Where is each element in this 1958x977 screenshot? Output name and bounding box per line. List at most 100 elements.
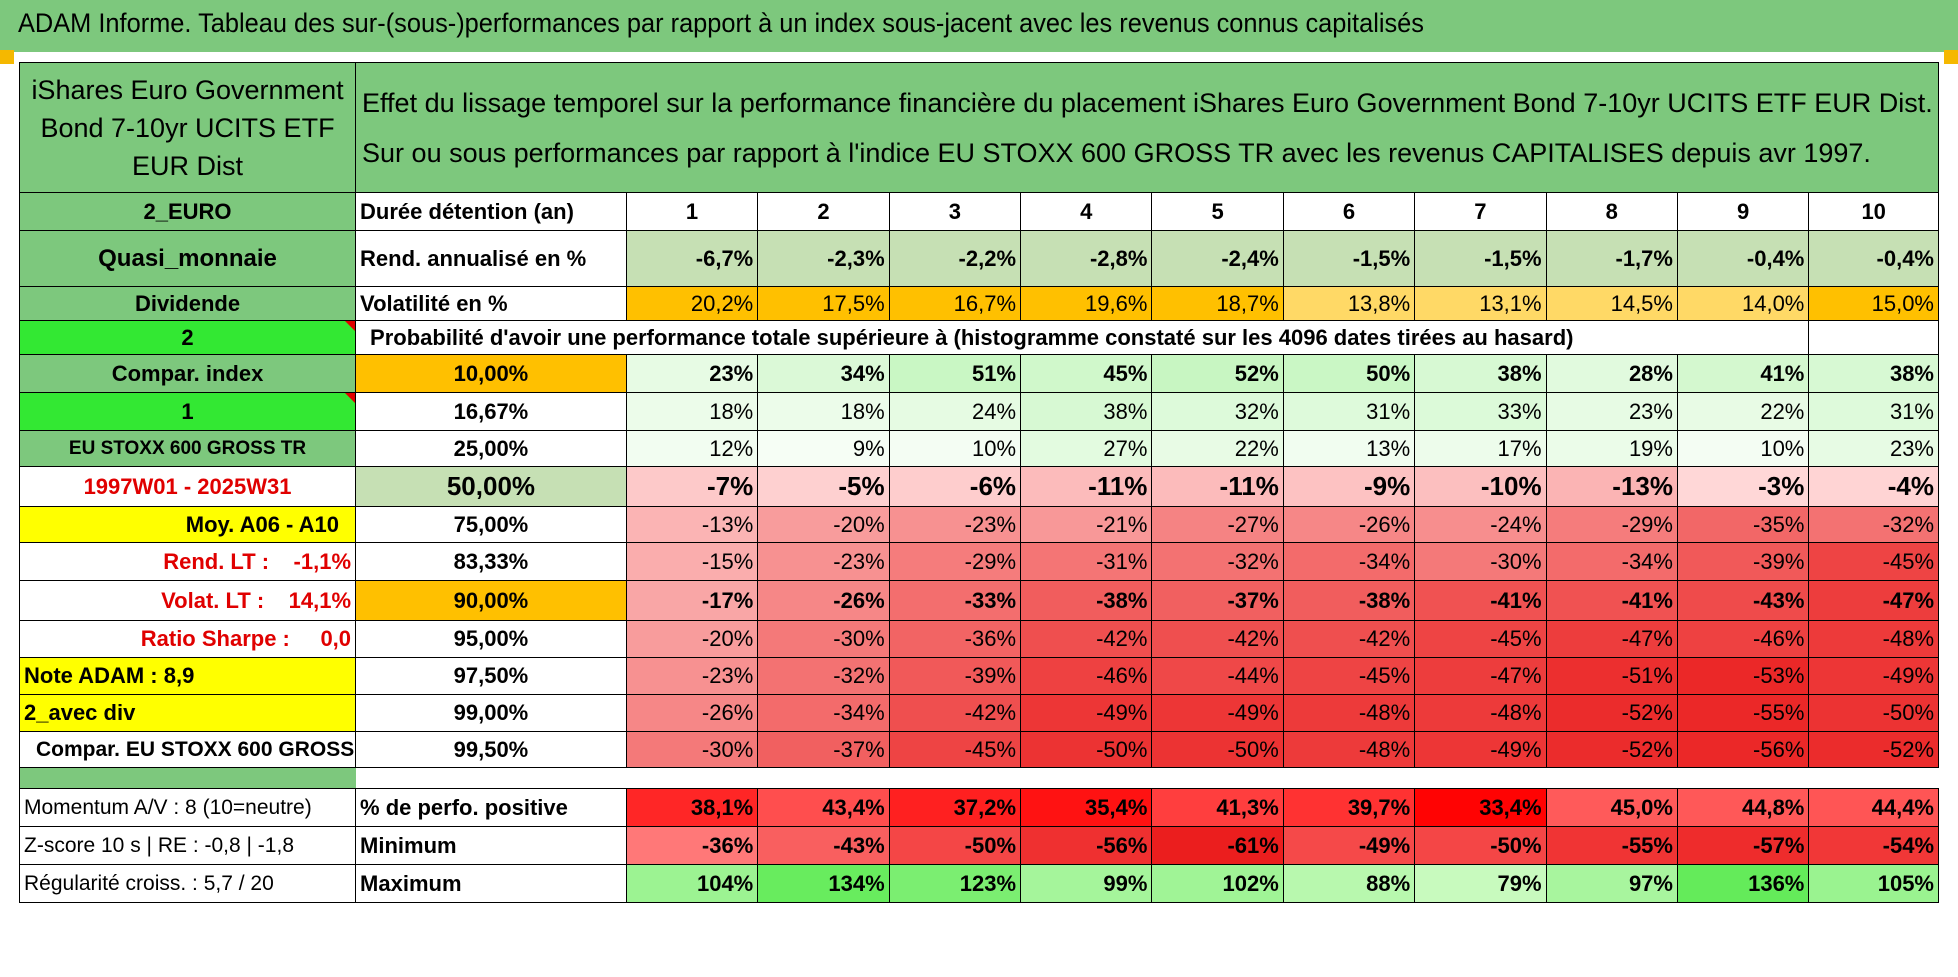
- quantile-4-value-y7: -24%: [1414, 506, 1547, 543]
- rend-value-y8: -1,7%: [1545, 230, 1678, 287]
- quantile-0-value-y4: 45%: [1020, 354, 1153, 393]
- quantile-1-value-y1: 18%: [625, 392, 759, 431]
- quantile-1-value-y7: 33%: [1414, 392, 1547, 431]
- quantile-3-value-y10: -4%: [1808, 466, 1939, 507]
- quantile-0-value-y3: 51%: [888, 354, 1022, 393]
- quantile-level: 97,50%: [355, 657, 627, 695]
- quantile-9-value-y5: -49%: [1151, 694, 1284, 732]
- quantile-10-value-y4: -50%: [1020, 731, 1153, 768]
- separator-green: [18, 767, 356, 789]
- avec-div: 2_avec div: [18, 694, 357, 732]
- moy-label: Moy. A06 - A10: [18, 506, 357, 543]
- perf-pos-value-y5: 41,3%: [1151, 788, 1284, 827]
- quantile-10-value-y7: -49%: [1414, 731, 1547, 768]
- quantile-0-value-y5: 52%: [1151, 354, 1284, 393]
- quantile-2-value-y2: 9%: [757, 430, 890, 467]
- maximum-value-y2: 134%: [757, 864, 890, 903]
- quantile-3-value-y5: -11%: [1151, 466, 1284, 507]
- quantile-5-value-y7: -30%: [1414, 542, 1547, 581]
- quantile-10-value-y3: -45%: [888, 731, 1022, 768]
- rend-label: Rend. annualisé en %: [355, 230, 627, 287]
- quantile-3-value-y2: -5%: [757, 466, 890, 507]
- quantile-6-value-y2: -26%: [757, 580, 890, 621]
- compar-index-label: Compar. index: [18, 354, 357, 393]
- quantile-0-value-y9: 41%: [1676, 354, 1810, 393]
- year-header-y2: 2: [757, 192, 890, 231]
- quantile-0-value-y8: 28%: [1545, 354, 1678, 393]
- volat-value-y5: 18,7%: [1151, 286, 1284, 321]
- quantile-level: 83,33%: [355, 542, 627, 581]
- quantile-7-value-y10: -48%: [1808, 620, 1939, 658]
- minimum-value-y7: -50%: [1414, 826, 1547, 865]
- year-header-y1: 1: [625, 192, 759, 231]
- quantile-10-value-y8: -52%: [1545, 731, 1678, 768]
- maximum-label: Maximum: [355, 864, 627, 903]
- quantile-4-value-y9: -35%: [1676, 506, 1810, 543]
- volat-value-y10: 15,0%: [1808, 286, 1939, 321]
- quantile-9-value-y2: -34%: [757, 694, 890, 732]
- quantile-7-value-y2: -30%: [757, 620, 890, 658]
- description-line-1: Effet du lissage temporel sur la perform…: [362, 87, 1933, 118]
- currency-label: 2_EURO: [18, 192, 357, 231]
- quantile-4-value-y5: -27%: [1151, 506, 1284, 543]
- quantile-8-value-y6: -45%: [1282, 657, 1416, 695]
- quantile-9-value-y10: -50%: [1808, 694, 1939, 732]
- quantile-4-value-y1: -13%: [625, 506, 759, 543]
- quantile-level: 99,50%: [355, 731, 627, 768]
- quantile-4-value-y8: -29%: [1545, 506, 1678, 543]
- quantile-5-value-y2: -23%: [757, 542, 890, 581]
- perf-pos-value-y8: 45,0%: [1545, 788, 1678, 827]
- fund-name: iShares Euro Government Bond 7-10yr UCIT…: [18, 62, 357, 193]
- quantile-6-value-y3: -33%: [888, 580, 1022, 621]
- quantile-1-value-y5: 32%: [1151, 392, 1284, 431]
- quantile-6-value-y1: -17%: [625, 580, 759, 621]
- quantile-5-value-y4: -31%: [1020, 542, 1153, 581]
- quantile-8-value-y7: -47%: [1414, 657, 1547, 695]
- quantile-8-value-y2: -32%: [757, 657, 890, 695]
- maximum-value-y9: 136%: [1676, 864, 1810, 903]
- description-line-2: Sur ou sous performances par rapport à l…: [362, 137, 1871, 168]
- quantile-2-value-y1: 12%: [625, 430, 759, 467]
- quantile-6-value-y8: -41%: [1545, 580, 1678, 621]
- perf-pos-value-y10: 44,4%: [1808, 788, 1939, 827]
- minimum-value-y8: -55%: [1545, 826, 1678, 865]
- quantile-1-value-y8: 23%: [1545, 392, 1678, 431]
- quantile-level: 90,00%: [355, 580, 627, 621]
- quantile-6-value-y7: -41%: [1414, 580, 1547, 621]
- quantile-level: 10,00%: [355, 354, 627, 393]
- proba-label: Probabilité d'avoir une performance tota…: [355, 320, 1678, 355]
- maximum-value-y3: 123%: [888, 864, 1022, 903]
- volat-value-y6: 13,8%: [1282, 286, 1416, 321]
- quantile-4-value-y2: -20%: [757, 506, 890, 543]
- year-header-y7: 7: [1414, 192, 1547, 231]
- index-name: EU STOXX 600 GROSS TR: [18, 430, 357, 467]
- momentum: Momentum A/V : 8 (10=neutre): [18, 788, 357, 827]
- separator: [355, 767, 1939, 789]
- quantile-9-value-y1: -26%: [625, 694, 759, 732]
- quantile-6-value-y5: -37%: [1151, 580, 1284, 621]
- perf-pos-value-y4: 35,4%: [1020, 788, 1153, 827]
- quantile-3-value-y8: -13%: [1545, 466, 1678, 507]
- year-header-y4: 4: [1020, 192, 1153, 231]
- rend-value-y7: -1,5%: [1414, 230, 1547, 287]
- setting-b[interactable]: 1: [18, 392, 357, 431]
- rend-value-y5: -2,4%: [1151, 230, 1284, 287]
- quantile-9-value-y8: -52%: [1545, 694, 1678, 732]
- category-label: Quasi_monnaie: [18, 230, 357, 287]
- quantile-5-value-y9: -39%: [1676, 542, 1810, 581]
- quantile-3-value-y1: -7%: [625, 466, 759, 507]
- quantile-2-value-y4: 27%: [1020, 430, 1153, 467]
- quantile-2-value-y3: 10%: [888, 430, 1022, 467]
- quantile-10-value-y5: -50%: [1151, 731, 1284, 768]
- ratio-sharpe: Ratio Sharpe : 0,0: [18, 620, 357, 658]
- empty-cell: [1808, 320, 1939, 355]
- quantile-9-value-y6: -48%: [1282, 694, 1416, 732]
- rend-value-y10: -0,4%: [1808, 230, 1939, 287]
- minimum-value-y1: -36%: [625, 826, 759, 865]
- quantile-5-value-y3: -29%: [888, 542, 1022, 581]
- quantile-6-value-y9: -43%: [1676, 580, 1810, 621]
- quantile-0-value-y10: 38%: [1808, 354, 1939, 393]
- quantile-4-value-y6: -26%: [1282, 506, 1416, 543]
- quantile-level: 99,00%: [355, 694, 627, 732]
- setting-a[interactable]: 2: [18, 320, 357, 355]
